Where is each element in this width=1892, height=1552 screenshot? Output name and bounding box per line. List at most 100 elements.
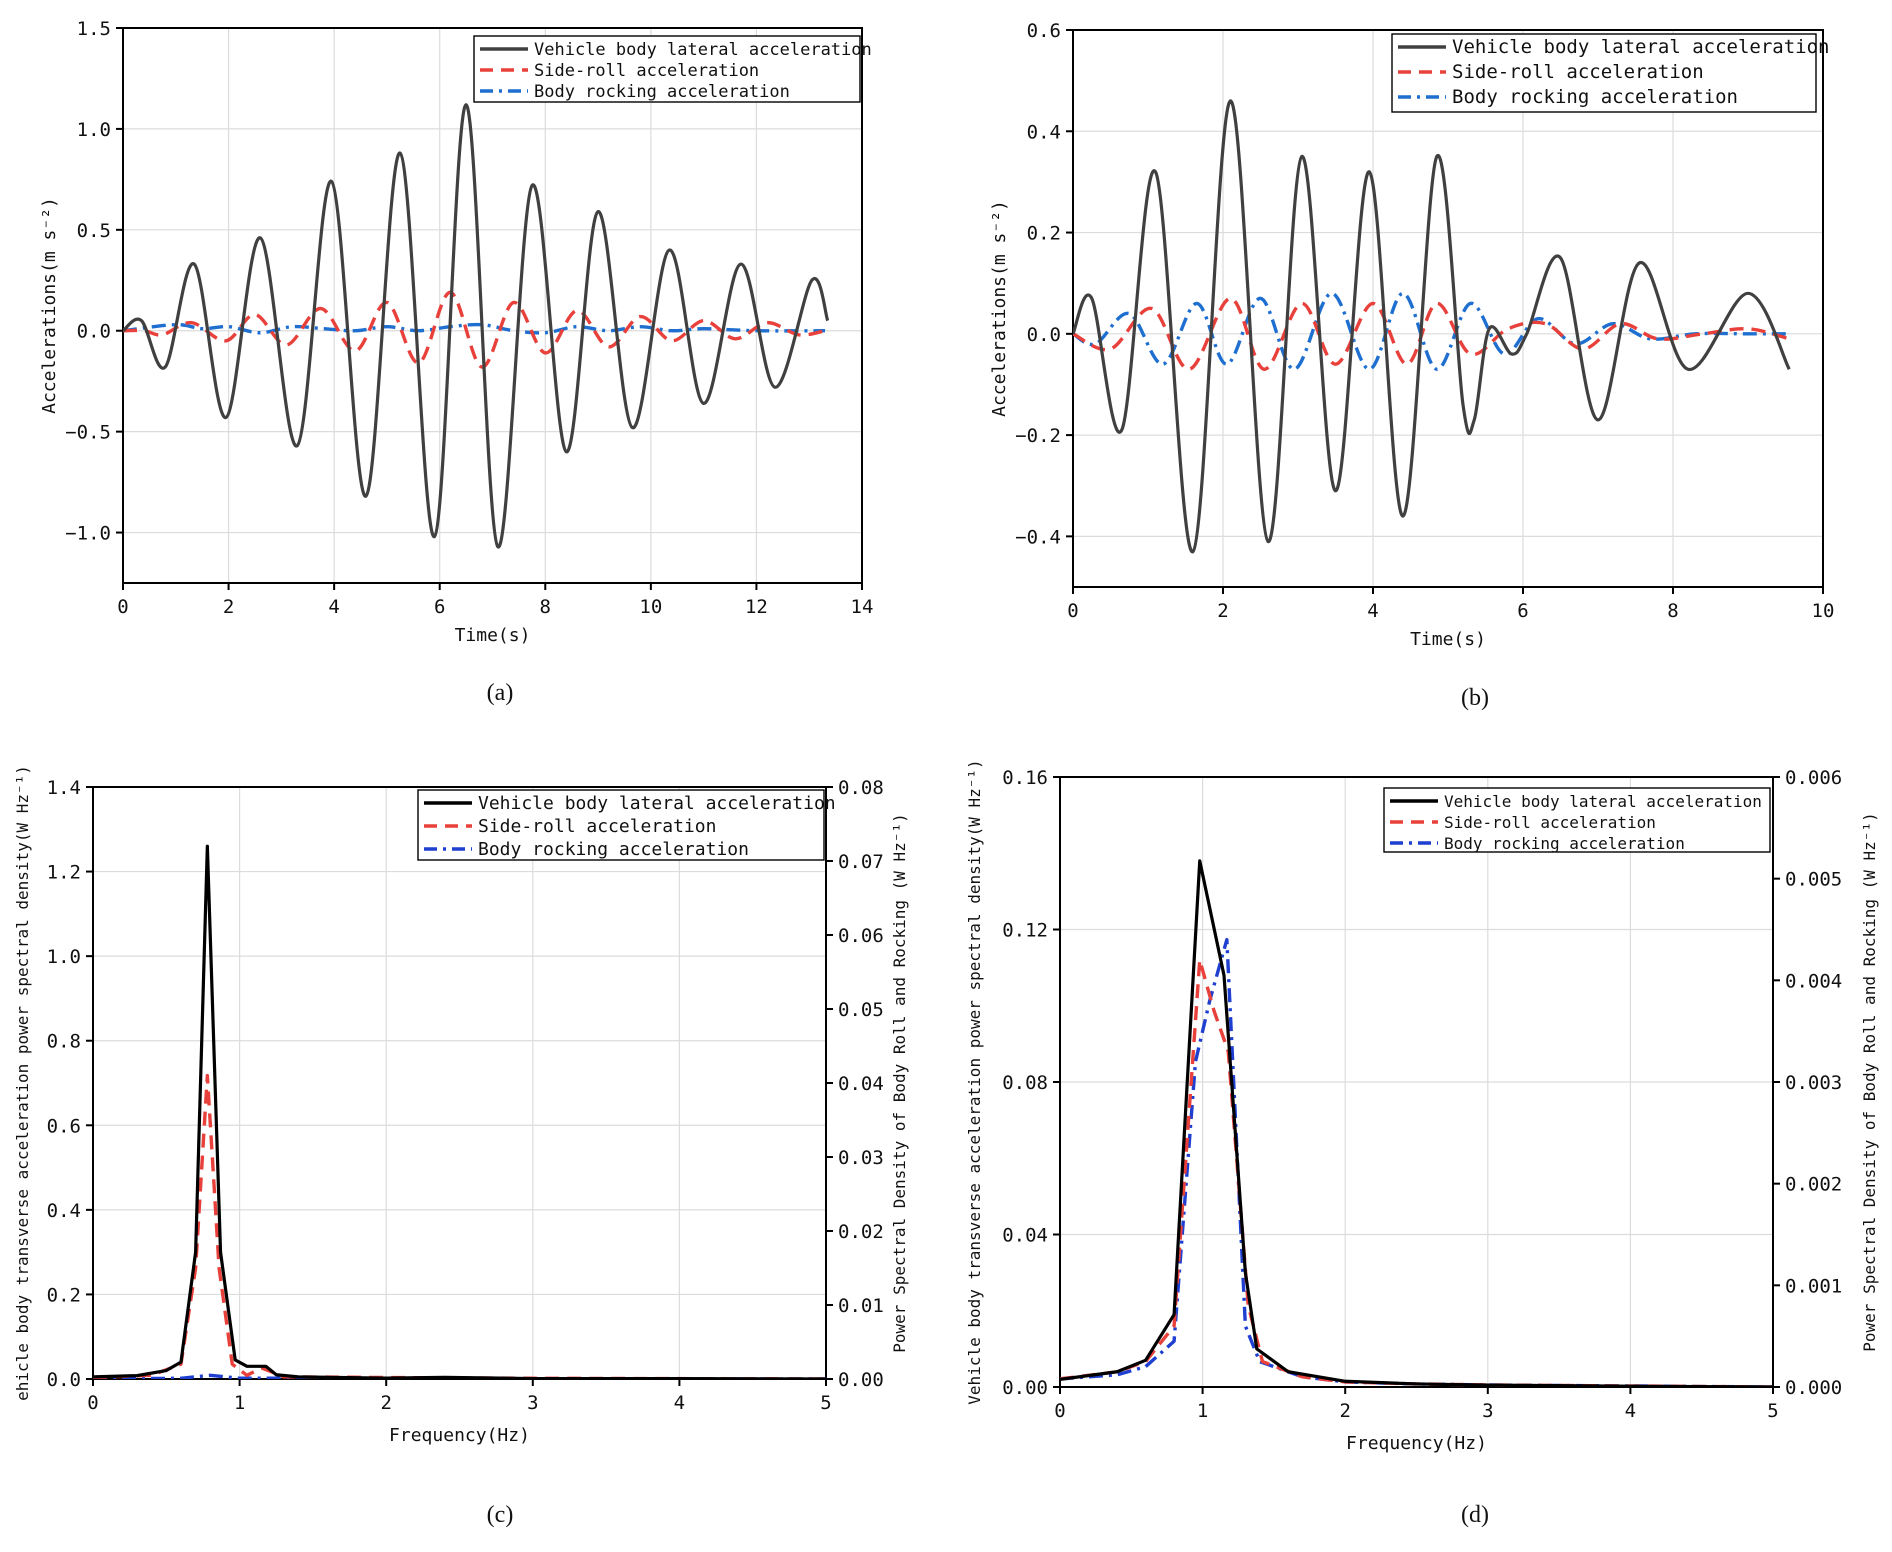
legend: Vehicle body lateral accelerationSide-ro… (473, 35, 872, 103)
y-tick-label: 0.00 (1002, 1377, 1048, 1399)
y-tick-label: 0.0 (1027, 324, 1061, 346)
x-tick-label: 8 (540, 596, 551, 618)
x-tick-label: 8 (1667, 600, 1678, 622)
x-tick-label: 1 (234, 1392, 245, 1414)
y2-tick-label: 0.001 (1785, 1275, 1842, 1297)
y-tick-label: 1.2 (47, 862, 81, 884)
y2-tick-label: 0.03 (838, 1147, 884, 1169)
legend: Vehicle body lateral accelerationSide-ro… (1383, 787, 1771, 853)
y2-tick-label: 0.002 (1785, 1174, 1842, 1196)
x-tick-label: 14 (851, 596, 874, 618)
y2-axis-title: Power Spectral Density of Body Roll and … (890, 813, 909, 1352)
x-axis-title: Frequency(Hz) (1346, 1433, 1487, 1454)
x-tick-label: 0 (87, 1392, 98, 1414)
y-tick-label: 0.16 (1002, 767, 1048, 789)
x-tick-label: 0 (1067, 600, 1078, 622)
series-line-body-rocking-acceleration (93, 1373, 826, 1379)
y-tick-label: 0.5 (77, 220, 111, 242)
y2-tick-label: 0.00 (838, 1369, 884, 1391)
y2-tick-label: 0.000 (1785, 1377, 1842, 1399)
x-tick-label: 2 (1217, 600, 1228, 622)
panel-label: (d) (1461, 1502, 1489, 1528)
y2-axis-title: Power Spectral Density of Body Roll and … (1860, 812, 1879, 1351)
y-tick-label: 0.2 (1027, 223, 1061, 245)
legend-label: Vehicle body lateral acceleration (478, 793, 836, 814)
y2-tick-label: 0.004 (1785, 970, 1842, 992)
panel-label: (b) (1461, 685, 1489, 711)
legend: Vehicle body lateral accelerationSide-ro… (417, 789, 836, 861)
x-tick-label: 6 (1517, 600, 1528, 622)
y-tick-label: 0.04 (1002, 1225, 1048, 1247)
chart-panel-d: 0 1 2 3 4 5 0.00 0.04 0.08 0.12 0.16 0.000 0.001 0.00… (965, 759, 1879, 1528)
x-tick-label: 4 (1625, 1400, 1636, 1422)
series-line-vehicle-body-lateral-acceleration (123, 103, 830, 549)
y2-tick-label: 0.05 (838, 999, 884, 1021)
x-tick-label: 5 (820, 1392, 831, 1414)
y2-tick-label: 0.01 (838, 1295, 884, 1317)
y-tick-label: 1.5 (77, 18, 111, 40)
y-axis-title: Accelerations(m s⁻²) (989, 200, 1010, 417)
x-tick-label: 10 (1812, 600, 1835, 622)
legend-box (1383, 787, 1771, 853)
legend-box (473, 35, 861, 103)
y-tick-label: 0.4 (47, 1200, 81, 1222)
legend-box (1391, 33, 1817, 113)
legend: Vehicle body lateral acceleration Side-ro… (1391, 33, 1830, 113)
series-line-body-rocking-acceleration (1073, 291, 1790, 371)
chart-panel-a: 0 2 4 6 8 10 12 14 −1.0 −0.5 0.0 0.5 1.0 1.5 Time(s) Ac… (39, 18, 873, 706)
legend-label: Vehicle body lateral acceleration (1452, 36, 1830, 58)
y-axis-title: Vehicle body transverse acceleration pow… (965, 759, 984, 1404)
y-tick-label: −0.2 (1015, 425, 1061, 447)
y-tick-label: 0.0 (47, 1369, 81, 1391)
series-line-body-rocking-acceleration (1060, 937, 1773, 1387)
legend-label: Side-roll acceleration (1452, 61, 1704, 83)
y-tick-label: 0.0 (77, 321, 111, 343)
panel-label: (c) (487, 1502, 514, 1528)
y-tick-label: 1.4 (47, 777, 81, 799)
x-tick-label: 2 (1339, 1400, 1350, 1422)
y2-tick-label: 0.005 (1785, 869, 1842, 891)
x-axis-title: Time(s) (1410, 629, 1486, 650)
series-line-side-roll-acceleration (123, 290, 826, 369)
x-axis-title: Frequency(Hz) (389, 1425, 530, 1446)
x-tick-label: 4 (674, 1392, 685, 1414)
x-tick-label: 3 (527, 1392, 538, 1414)
x-tick-label: 4 (1367, 600, 1378, 622)
series-line-vehicle-body-lateral-acceleration (1073, 99, 1791, 554)
series-line-side-roll-acceleration (1060, 958, 1773, 1387)
series-line-side-roll-acceleration (93, 1073, 826, 1379)
y-tick-label: 0.6 (1027, 20, 1061, 42)
chart-panel-c: 0 1 2 3 4 5 0.0 0.2 0.4 0.6 0.8 1.0 1.2 1.4 0.00 0.01 0.… (13, 765, 909, 1528)
series-line-vehicle-body-lateral-acceleration (1060, 859, 1773, 1387)
y2-tick-label: 0.006 (1785, 767, 1842, 789)
chart-panel-b: 0 2 4 6 8 10 −0.4 −0.2 0.0 0.2 0.4 0.6 Time(s) Accele… (989, 20, 1834, 711)
x-tick-label: 1 (1197, 1400, 1208, 1422)
legend-label: Vehicle body lateral acceleration (534, 40, 872, 60)
plot-frame (1072, 29, 1824, 588)
y-tick-label: −1.0 (65, 523, 111, 545)
legend-label: Body rocking acceleration (1452, 86, 1738, 108)
y-axis-title: Accelerations(m s⁻²) (39, 197, 60, 414)
legend-label: Side-roll acceleration (1444, 813, 1656, 832)
y-tick-label: 0.4 (1027, 121, 1061, 143)
series-line-side-roll-acceleration (1073, 296, 1790, 371)
x-tick-label: 2 (223, 596, 234, 618)
legend-label: Side-roll acceleration (478, 816, 716, 837)
x-tick-label: 5 (1767, 1400, 1778, 1422)
y-tick-label: 0.8 (47, 1031, 81, 1053)
plot-frame (122, 27, 863, 584)
y-tick-label: 0.08 (1002, 1072, 1048, 1094)
x-tick-label: 2 (380, 1392, 391, 1414)
y2-tick-label: 0.06 (838, 925, 884, 947)
y-tick-label: 0.2 (47, 1284, 81, 1306)
y2-tick-label: 0.04 (838, 1073, 884, 1095)
y-tick-label: −0.4 (1015, 526, 1061, 548)
x-tick-label: 10 (639, 596, 662, 618)
x-tick-label: 0 (1054, 1400, 1065, 1422)
x-tick-label: 6 (434, 596, 445, 618)
y-tick-label: 1.0 (77, 119, 111, 141)
y-axis-title: ehicle body transverse acceleration powe… (13, 765, 32, 1401)
legend-label: Body rocking acceleration (478, 839, 749, 860)
x-tick-label: 3 (1482, 1400, 1493, 1422)
y2-tick-label: 0.02 (838, 1221, 884, 1243)
